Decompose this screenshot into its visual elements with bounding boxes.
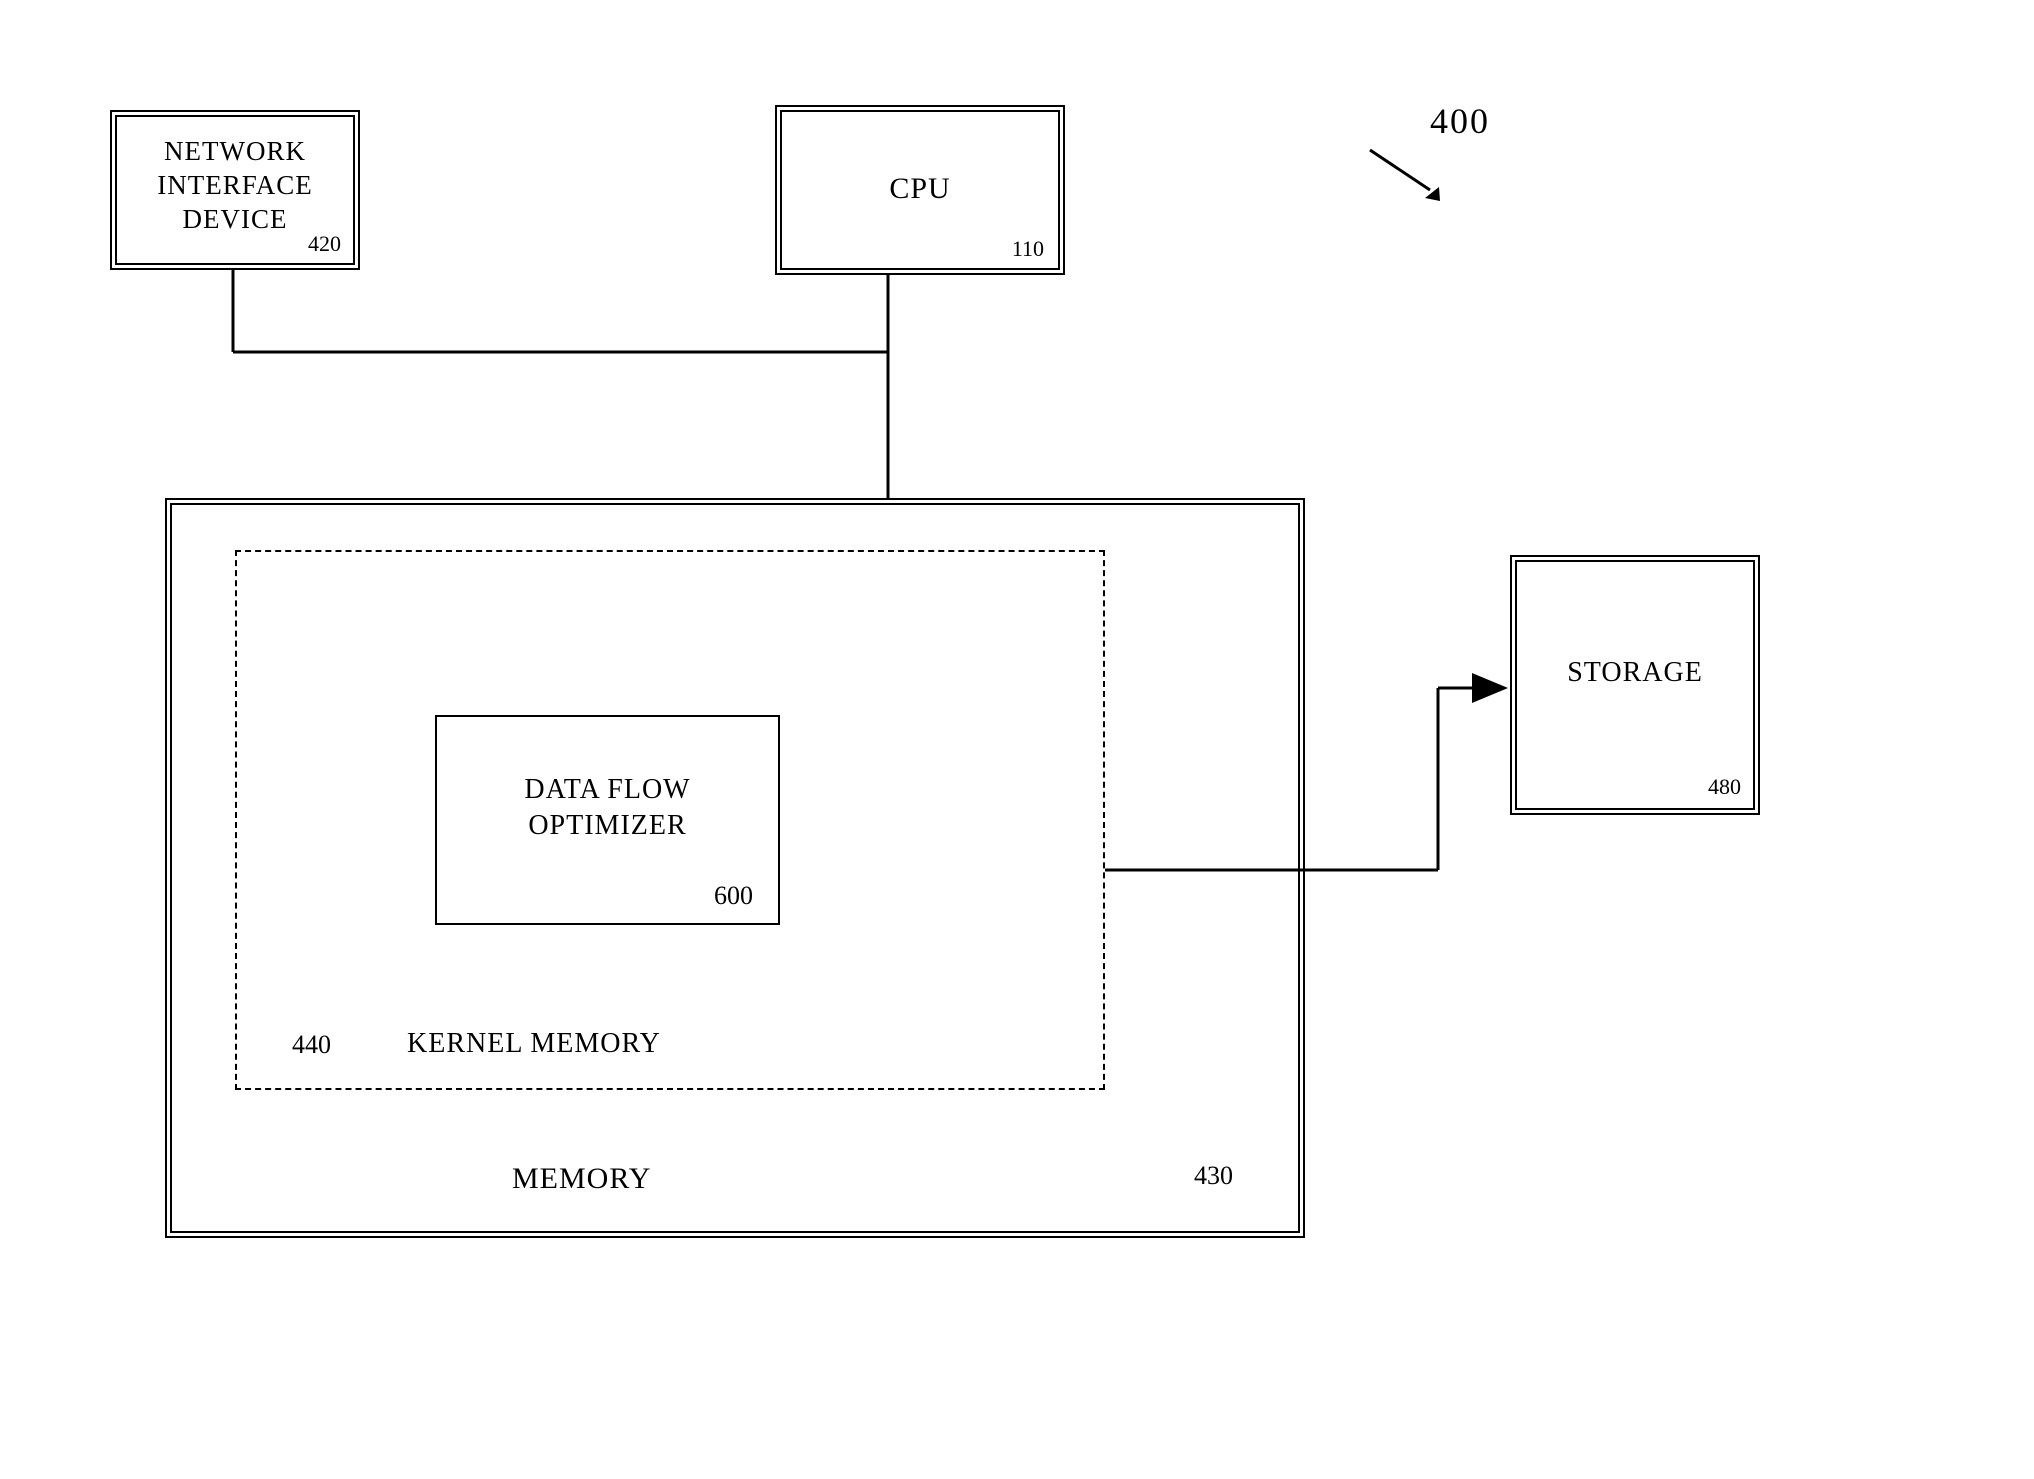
figure-pointer-line <box>1370 150 1430 190</box>
connector-lines <box>0 0 2034 1479</box>
